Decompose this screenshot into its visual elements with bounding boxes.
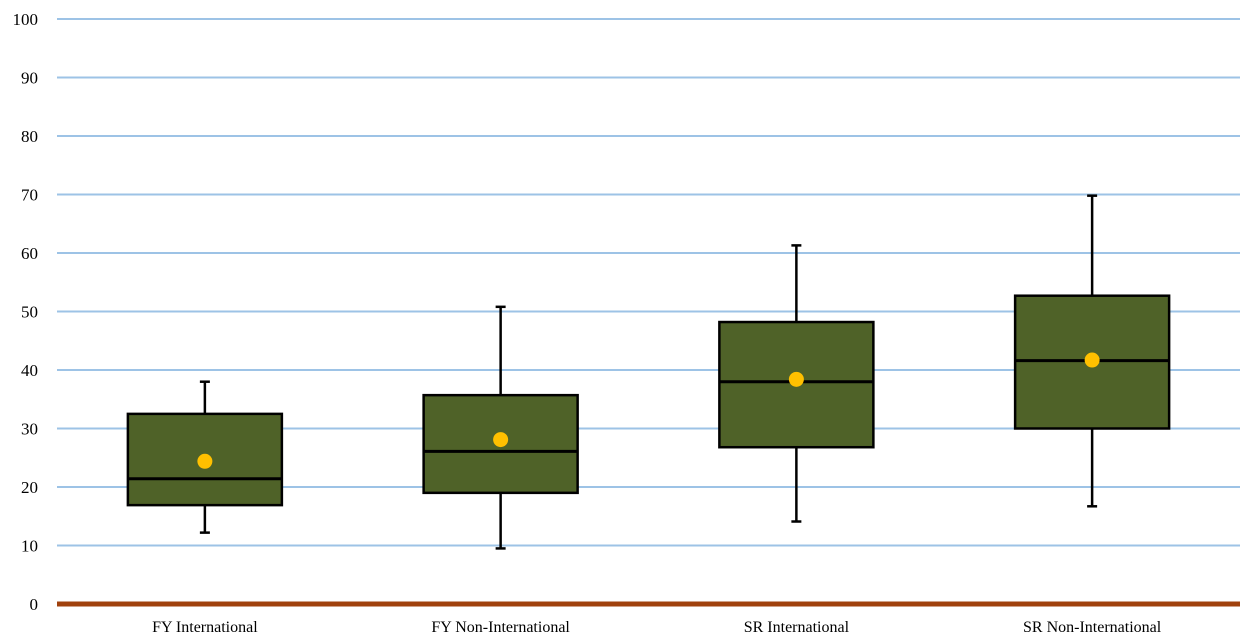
x-category-label: FY International bbox=[152, 619, 258, 636]
mean-marker bbox=[788, 371, 804, 387]
x-category-label: SR International bbox=[744, 619, 850, 636]
y-tick-label-80: 80 bbox=[21, 127, 38, 146]
y-tick-label-0: 0 bbox=[30, 595, 39, 614]
x-axis-category-labels: FY International FY Non-International SR I… bbox=[152, 619, 1162, 636]
x-category-label: SR Non-International bbox=[1023, 619, 1162, 636]
box-3 bbox=[718, 244, 875, 523]
box-2 bbox=[422, 305, 579, 550]
box-4 bbox=[1013, 194, 1171, 508]
mean-marker bbox=[1084, 352, 1100, 368]
x-category-label: FY Non-International bbox=[431, 619, 570, 636]
y-tick-label-60: 60 bbox=[21, 244, 38, 263]
y-tick-label-90: 90 bbox=[21, 69, 38, 88]
mean-marker bbox=[197, 453, 213, 469]
y-tick-label-100: 100 bbox=[13, 10, 39, 29]
mean-marker bbox=[493, 432, 509, 448]
y-axis-tick-labels: 0 10 20 30 40 50 60 70 80 90 100 bbox=[13, 10, 39, 614]
box-series bbox=[126, 194, 1171, 550]
box-1 bbox=[126, 380, 284, 534]
y-tick-label-40: 40 bbox=[21, 361, 38, 380]
y-tick-label-20: 20 bbox=[21, 478, 38, 497]
iqr-box bbox=[718, 320, 875, 449]
y-tick-label-30: 30 bbox=[21, 420, 38, 439]
y-tick-label-70: 70 bbox=[21, 186, 38, 205]
y-tick-label-50: 50 bbox=[21, 303, 38, 322]
y-tick-label-10: 10 bbox=[21, 537, 38, 556]
